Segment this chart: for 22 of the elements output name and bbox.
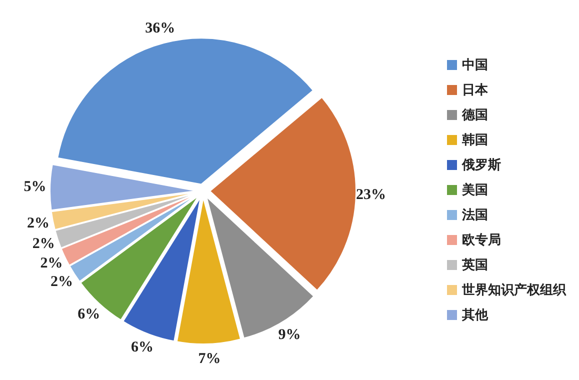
legend-label: 日本 — [462, 82, 488, 99]
data-label: 5% — [24, 178, 46, 195]
legend-label: 俄罗斯 — [462, 157, 501, 174]
legend-label: 英国 — [462, 257, 488, 274]
legend-label: 韩国 — [462, 132, 488, 149]
legend-label: 德国 — [462, 107, 488, 124]
data-label: 23% — [356, 187, 386, 204]
legend-label: 世界知识产权组织 — [462, 282, 566, 299]
data-label: 6% — [130, 340, 154, 356]
legend-label: 中国 — [462, 57, 488, 74]
data-label: 7% — [198, 350, 221, 367]
legend-label: 法国 — [462, 207, 488, 224]
data-label: 2% — [40, 256, 63, 272]
data-label: 2% — [50, 274, 74, 290]
data-label: 6% — [78, 306, 100, 322]
data-label: 36% — [145, 20, 176, 37]
data-label: 2% — [26, 216, 50, 232]
data-label: 2% — [32, 236, 55, 252]
legend-label: 欧专局 — [462, 232, 501, 249]
data-label: 9% — [278, 327, 301, 344]
legend-label: 美国 — [462, 182, 488, 199]
legend-label: 其他 — [462, 307, 488, 324]
